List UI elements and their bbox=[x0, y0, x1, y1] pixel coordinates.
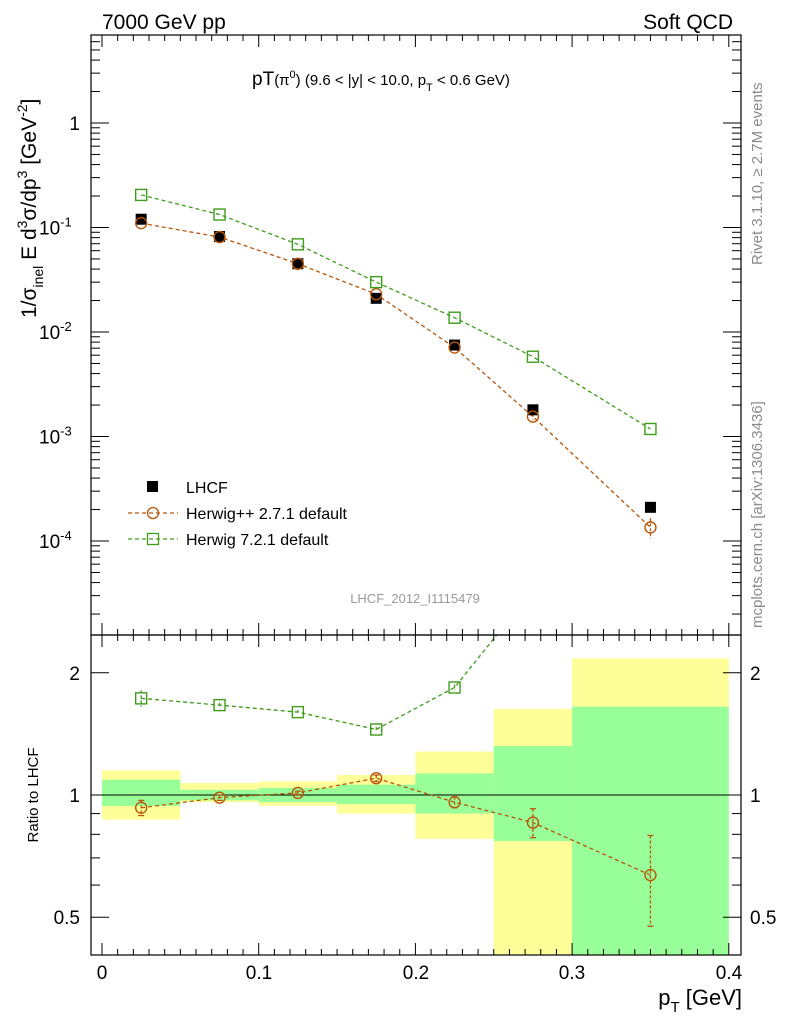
y-axis-title-top: 1/σinel E d3σ/dp3 [GeV-2] bbox=[14, 99, 46, 318]
herwigpp-ratio-point bbox=[644, 868, 657, 882]
herwig7-point bbox=[291, 238, 305, 251]
herwigpp-point bbox=[644, 521, 657, 534]
ratio-y-tick-label-right: 2 bbox=[750, 664, 761, 685]
legend-label-herwigpp: Herwig++ 2.7.1 default bbox=[186, 506, 348, 523]
herwig7-ratio-point bbox=[448, 681, 461, 694]
herwig7-ratio-point bbox=[291, 705, 305, 719]
lhcf-data-point bbox=[370, 292, 382, 304]
lhcf-data-point bbox=[135, 213, 147, 225]
herwigpp-ratio-point bbox=[213, 791, 226, 804]
herwigpp-point bbox=[448, 341, 461, 354]
herwigpp-ratio-point bbox=[134, 801, 148, 814]
header-left: 7000 GeV pp bbox=[102, 11, 226, 34]
herwigpp-point bbox=[370, 287, 383, 301]
herwigpp-ratio-point bbox=[526, 816, 540, 829]
herwig7-ratio-point bbox=[370, 723, 383, 736]
ratio-y-tick-label: 1 bbox=[69, 786, 80, 807]
herwigpp-point bbox=[134, 216, 148, 230]
x-title-sub: T bbox=[670, 999, 679, 1016]
ratio-panel-series bbox=[134, 486, 657, 927]
herwigpp-ratio-point bbox=[448, 795, 461, 809]
herwig7-line bbox=[141, 194, 651, 430]
lhcf-data-point bbox=[644, 501, 656, 513]
analysis-id: LHCF_2012_I1115479 bbox=[350, 591, 480, 606]
y-title-p4-sup: -2 bbox=[14, 104, 30, 117]
legend-label-herwig7: Herwig 7.2.1 default bbox=[186, 532, 329, 549]
plot-title-particle: (π bbox=[274, 72, 289, 89]
ratio-y-tick-label: 2 bbox=[69, 664, 80, 685]
lhcf-data-point bbox=[527, 404, 539, 416]
y-tick-label: 10-2 bbox=[39, 319, 72, 344]
header-right: Soft QCD bbox=[643, 11, 733, 34]
herwig7-ratio-point bbox=[213, 698, 226, 712]
plot-title-particle-close: ) bbox=[296, 72, 301, 89]
uncertainty-bands bbox=[102, 658, 729, 955]
herwig7-point bbox=[644, 422, 657, 436]
y-title-p2: E d bbox=[18, 228, 41, 265]
herwig7-point bbox=[213, 208, 226, 221]
y-tick-label: 10-3 bbox=[39, 424, 72, 449]
herwig7-point bbox=[448, 311, 461, 324]
y-title-p1: 1/σ bbox=[18, 287, 41, 318]
y-title-p4: [GeV bbox=[18, 117, 41, 171]
ratio-y-tick-label: 0.5 bbox=[54, 908, 80, 929]
ratio-y-tick-label-right: 0.5 bbox=[750, 908, 776, 929]
lhcf-data-point bbox=[292, 258, 304, 270]
herwig7-ratio-point bbox=[527, 584, 538, 595]
legend-marker-herwig7 bbox=[146, 532, 160, 546]
x-tick-label: 0.3 bbox=[559, 963, 585, 984]
plot-title-cuts-b: < 0.6 GeV) bbox=[433, 72, 510, 89]
y-title-p3-sup: 3 bbox=[14, 170, 30, 178]
y-tick-label: 10-1 bbox=[39, 215, 72, 240]
band-inner bbox=[337, 784, 416, 805]
top-panel-series bbox=[134, 188, 657, 539]
plot-title-cuts-a: (9.6 < |y| < 10.0, p bbox=[301, 72, 426, 89]
legend-marker-lhcf bbox=[147, 481, 158, 492]
x-title-main: p bbox=[658, 985, 670, 1010]
y-title-p5: ] bbox=[18, 99, 41, 105]
herwigpp-ratio-point bbox=[291, 786, 305, 800]
y-title-p2-sup: 3 bbox=[14, 220, 30, 228]
herwig7-ratio-point bbox=[645, 486, 656, 497]
x-tick-label: 0 bbox=[97, 963, 108, 984]
herwigpp-ratio-point bbox=[370, 771, 383, 785]
herwigpp-point bbox=[291, 257, 305, 270]
mcplots-label: mcplots.cern.ch [arXiv:1306.3436] bbox=[749, 401, 766, 628]
legend-marker-herwigpp bbox=[146, 506, 160, 520]
y-title-p3: σ/dp bbox=[18, 178, 41, 220]
herwig7-point bbox=[370, 275, 383, 289]
lhcf-data-point bbox=[449, 339, 461, 351]
ratio-y-tick-label-right: 1 bbox=[750, 786, 761, 807]
y-title-p1-sub: inel bbox=[30, 266, 46, 288]
y-tick-label: 10-4 bbox=[39, 528, 72, 553]
x-tick-label: 0.2 bbox=[403, 963, 429, 984]
rivet-label: Rivet 3.1.10, ≥ 2.7M events bbox=[749, 83, 766, 266]
x-tick-label: 0.4 bbox=[716, 963, 743, 984]
axis-ticks: 1 10-1 10-2 10-3 10-4 2 2 1 1 0.5 0.5 bbox=[39, 35, 776, 955]
x-tick-label: 0.1 bbox=[246, 963, 272, 984]
plot-title-cuts-sub: T bbox=[426, 82, 433, 94]
plot-title-particle-sup: 0 bbox=[290, 69, 296, 81]
lhcf-data-point bbox=[214, 231, 226, 243]
y-tick-label: 1 bbox=[69, 114, 80, 135]
herwig7-ratio-point bbox=[134, 692, 148, 705]
y-axis-title-bottom: Ratio to LHCF bbox=[25, 747, 42, 842]
band-inner bbox=[572, 706, 729, 955]
x-title-unit: [GeV] bbox=[680, 985, 742, 1010]
herwig7-point bbox=[526, 350, 540, 363]
herwig7-point bbox=[134, 188, 148, 202]
plot-title-main: pT bbox=[252, 69, 275, 90]
x-axis-title: pT [GeV] bbox=[658, 985, 742, 1016]
legend-label-lhcf: LHCF bbox=[186, 480, 228, 497]
legend: LHCF Herwig++ 2.7.1 default Herwig 7.2.1… bbox=[128, 480, 348, 549]
plot-title: pT(π0) (9.6 < |y| < 10.0, pT < 0.6 GeV) bbox=[252, 69, 510, 94]
herwigpp-point bbox=[526, 410, 540, 423]
herwigpp-point bbox=[213, 230, 226, 244]
